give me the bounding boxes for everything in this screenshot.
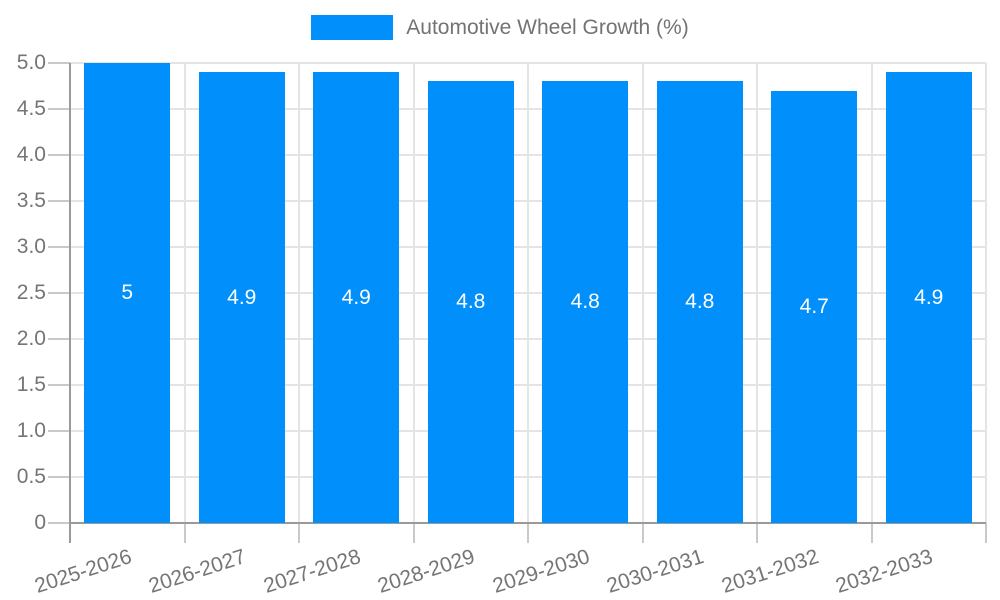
legend[interactable]: Automotive Wheel Growth (%)	[0, 15, 1000, 40]
x-gridline	[641, 63, 644, 523]
x-axis-category-label: 2026-2027	[146, 545, 249, 598]
x-gridline	[870, 63, 873, 523]
x-axis-category-label: 2029-2030	[489, 545, 593, 598]
bar[interactable]	[771, 90, 858, 523]
y-tick	[48, 62, 70, 64]
y-tick	[48, 246, 70, 248]
y-tick	[48, 154, 70, 156]
bar-value-label: 4.8	[456, 290, 486, 314]
x-tick	[412, 523, 415, 543]
bar[interactable]	[427, 81, 514, 523]
bar-value-label: 4.9	[227, 285, 257, 309]
x-gridline	[183, 63, 186, 523]
x-axis-line	[70, 522, 986, 524]
x-gridline	[412, 63, 415, 523]
bar[interactable]	[656, 81, 743, 523]
x-tick	[870, 523, 873, 543]
y-tick	[48, 476, 70, 478]
bar-value-label: 4.9	[341, 285, 371, 309]
y-axis-tick-label: 3.5	[16, 189, 46, 212]
y-tick	[48, 108, 70, 110]
bar-value-label: 5	[121, 281, 134, 304]
x-tick	[756, 523, 758, 543]
x-tick	[985, 523, 987, 543]
y-axis-tick-label: 2.5	[16, 281, 46, 304]
bar-value-label: 4.8	[570, 290, 600, 314]
y-axis-tick-label: 3.0	[16, 235, 46, 258]
legend-swatch	[311, 15, 394, 40]
x-axis-category-label: 2028-2029	[375, 545, 478, 598]
y-axis-tick-label: 4.0	[16, 143, 46, 166]
x-gridline	[985, 63, 987, 523]
x-gridline	[298, 63, 300, 523]
x-tick	[183, 523, 186, 543]
y-axis-tick-label: 2.0	[16, 327, 46, 350]
x-tick	[298, 523, 300, 543]
x-tick	[527, 523, 529, 543]
y-tick	[48, 522, 70, 524]
legend-label: Automotive Wheel Growth (%)	[406, 15, 689, 39]
y-axis-tick-label: 1.0	[16, 419, 46, 442]
bar-value-label: 4.9	[914, 285, 944, 309]
bar[interactable]	[84, 63, 171, 523]
x-axis-category-label: 2032-2033	[833, 545, 936, 598]
x-axis-category-label: 2030-2031	[604, 545, 707, 598]
bar-value-label: 4.8	[685, 290, 715, 314]
y-axis-tick-label: 0.5	[16, 465, 46, 488]
bar[interactable]	[198, 72, 285, 523]
bar-value-label: 4.7	[799, 294, 829, 318]
bar[interactable]	[885, 72, 972, 523]
x-gridline	[527, 63, 529, 523]
x-tick	[641, 523, 644, 543]
y-tick	[48, 430, 70, 432]
y-tick	[48, 200, 70, 202]
y-tick	[48, 384, 70, 386]
x-axis-category-label: 2031-2032	[718, 545, 822, 598]
x-gridline	[756, 63, 758, 523]
y-axis-tick-label: 5.0	[16, 51, 46, 74]
y-tick	[48, 292, 70, 294]
y-axis-tick-label: 4.5	[16, 97, 46, 120]
y-axis-tick-label: 1.5	[16, 373, 46, 396]
y-axis-line	[69, 63, 71, 543]
y-axis-tick-label: 0	[34, 511, 46, 534]
x-axis-category-label: 2027-2028	[260, 545, 364, 598]
bar[interactable]	[542, 81, 629, 523]
bar[interactable]	[313, 72, 400, 523]
y-tick	[48, 338, 70, 340]
x-axis-category-label: 2025-2026	[31, 545, 135, 598]
